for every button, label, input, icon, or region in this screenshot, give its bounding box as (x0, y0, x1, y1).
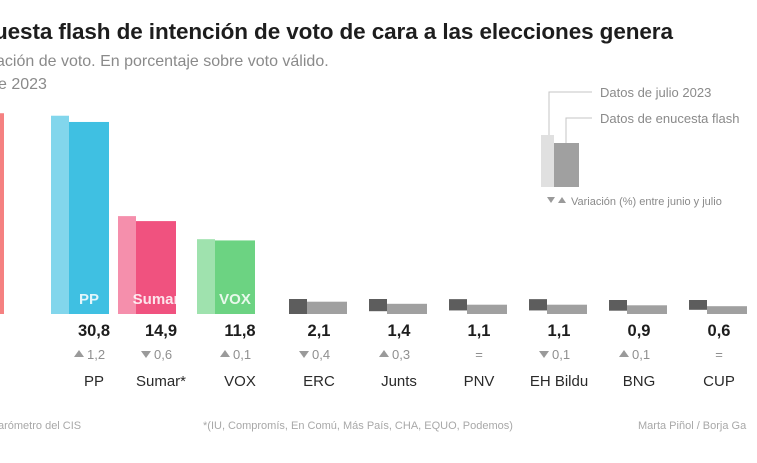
value-label-1: 30,8 (78, 322, 110, 340)
legend-flash-leader (565, 117, 592, 143)
arrow-up-icon-3 (220, 350, 230, 357)
bar-july-5 (369, 299, 387, 312)
variation-label-9: = (715, 347, 723, 362)
bar-july-9 (689, 300, 707, 310)
variation-label-4: 0,4 (312, 347, 330, 362)
value-label-5: 1,4 (388, 322, 412, 340)
legend-arrows-icon (547, 197, 566, 203)
bar-flash-2 (136, 221, 176, 314)
value-label-8: 0,9 (628, 322, 651, 340)
category-label-4: ERC (303, 373, 335, 390)
legend-flash-label: Datos de enucesta flash (600, 111, 740, 126)
bar-flash-5 (387, 303, 427, 314)
chart-subtitle: ación de voto. En porcentaje sobre voto … (0, 53, 329, 70)
variation-label-1: 1,2 (87, 347, 105, 362)
source-note: arómetro del CIS (0, 420, 82, 432)
category-label-5: Junts (381, 373, 417, 390)
bar-flash-7 (547, 304, 587, 314)
legend-flash-swatch (554, 143, 579, 187)
arrow-down-icon-4 (299, 351, 309, 358)
variation-label-6: = (475, 347, 483, 362)
bar-logo-3: VOX (219, 291, 251, 308)
value-label-2: 14,9 (145, 322, 177, 340)
variation-label-7: 0,1 (552, 347, 570, 362)
variation-label-8: 0,1 (632, 347, 650, 362)
bar-flash-6 (467, 304, 507, 314)
arrow-up-icon-8 (619, 350, 629, 357)
variation-label-2: 0,6 (154, 347, 172, 362)
category-label-6: PNV (464, 373, 495, 390)
bar-flash-0 (0, 113, 4, 314)
bar-july-2 (118, 216, 136, 314)
legend (541, 91, 592, 203)
category-label-2: Sumar* (136, 373, 186, 390)
bar-july-3 (197, 239, 215, 314)
bar-flash-8 (627, 305, 667, 314)
footnote: *(IU, Compromís, En Comú, Más País, CHA,… (203, 420, 513, 432)
bar-july-6 (449, 299, 467, 311)
value-label-4: 2,1 (308, 322, 331, 340)
bar-july-4 (289, 299, 307, 314)
category-label-7: EH Bildu (530, 373, 588, 390)
arrow-down-icon-2 (141, 351, 151, 358)
category-label-3: VOX (224, 373, 256, 390)
chart-title: uesta flash de intención de voto de cara… (0, 19, 673, 44)
credit: Marta Piñol / Borja Ga (638, 420, 747, 432)
variation-label-3: 0,1 (233, 347, 251, 362)
value-label-9: 0,6 (708, 322, 731, 340)
bar-flash-9 (707, 306, 747, 314)
arrow-up-icon-1 (74, 350, 84, 357)
bar-july-1 (51, 115, 69, 315)
value-label-7: 1,1 (548, 322, 571, 340)
variation-label-5: 0,3 (392, 347, 410, 362)
category-label-9: CUP (703, 373, 735, 390)
bar-flash-1 (69, 121, 109, 314)
legend-july-leader (548, 91, 592, 135)
chart-subtitle-date: e 2023 (0, 76, 47, 93)
bar-logo-1: PP (79, 291, 99, 308)
bar-flash-4 (307, 301, 347, 314)
value-label-3: 11,8 (224, 322, 255, 340)
bar-july-8 (609, 300, 627, 311)
legend-variation-label: Variación (%) entre junio y julio (571, 196, 722, 208)
value-label-6: 1,1 (468, 322, 491, 340)
bar-logo-2: Sumar (133, 291, 180, 308)
legend-july-swatch (541, 135, 554, 187)
arrow-down-icon-7 (539, 351, 549, 358)
arrow-up-icon-5 (379, 350, 389, 357)
bar-july-7 (529, 299, 547, 311)
category-label-8: BNG (623, 373, 656, 390)
legend-july-label: Datos de julio 2023 (600, 85, 712, 100)
bar-flash-3 (215, 240, 255, 314)
category-label-1: PP (84, 373, 104, 390)
